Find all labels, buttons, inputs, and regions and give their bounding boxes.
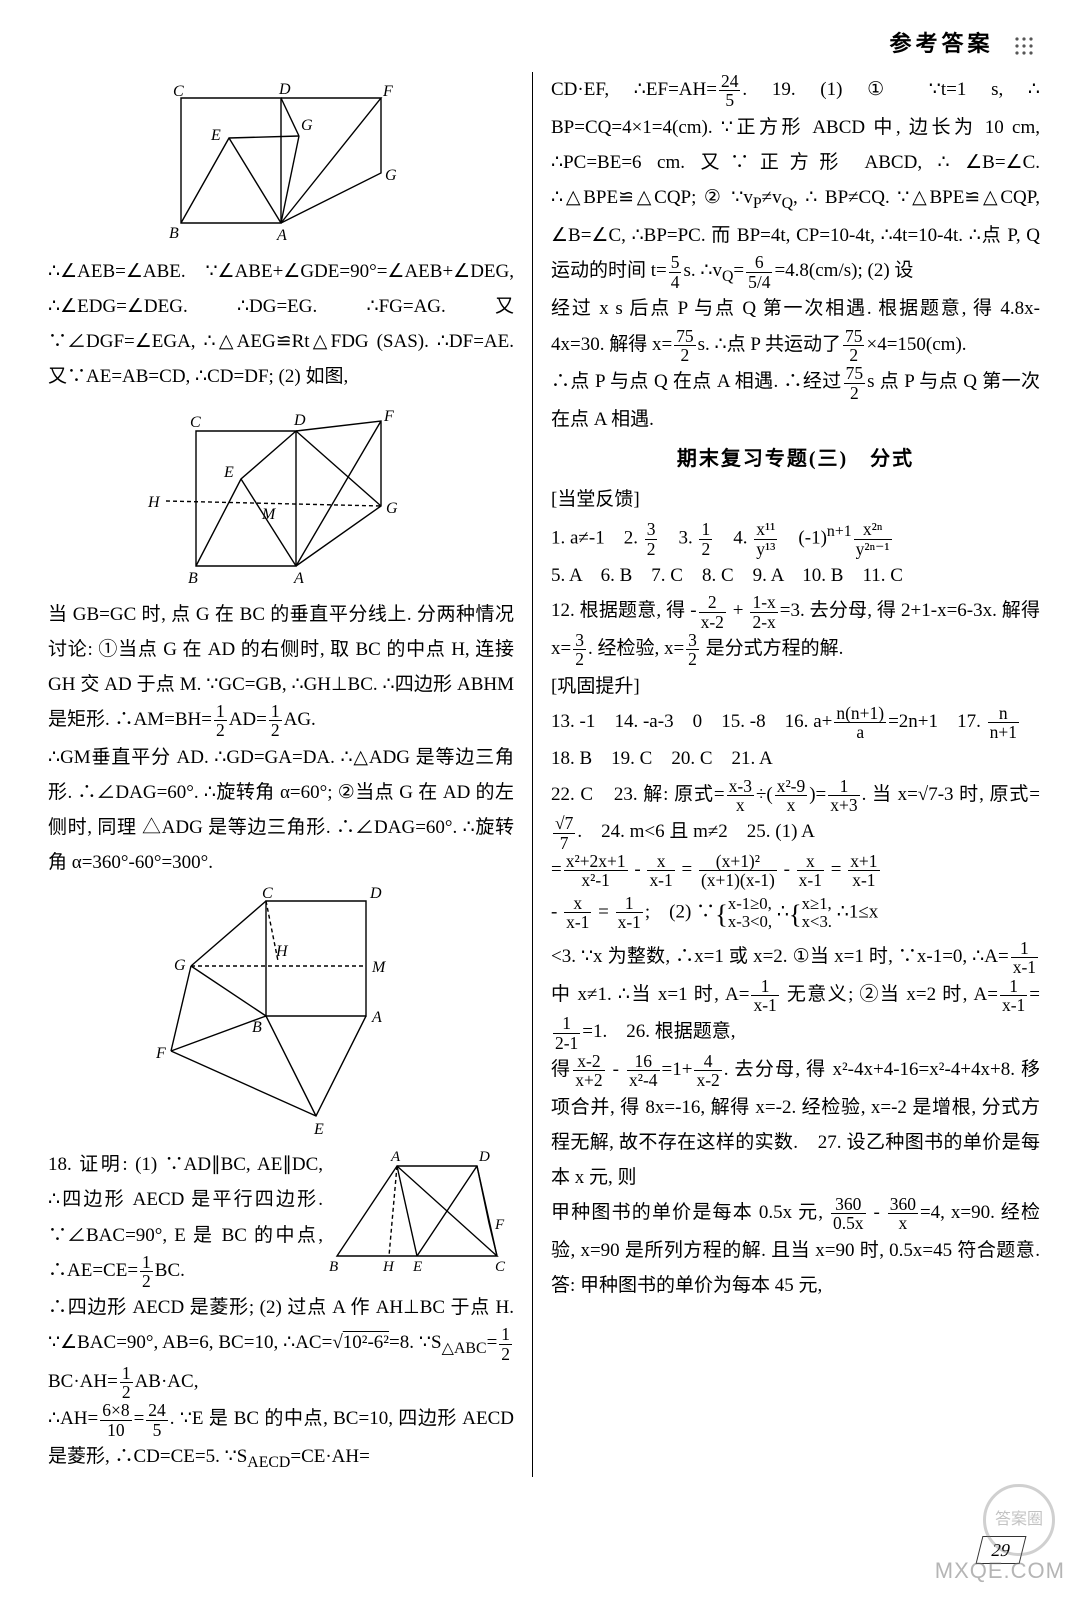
watermark-text: MXQE.COM xyxy=(935,1551,1065,1592)
svg-text:A: A xyxy=(390,1151,401,1165)
right-q19b: 经过 x s 后点 P 与点 Q 第一次相遇. 根据题意, 得 4.8x-4x=… xyxy=(551,291,1040,364)
svg-text:A: A xyxy=(276,227,287,244)
svg-text:D: D xyxy=(369,886,382,902)
answer-25-line3: <3. ∵x 为整数, ∴x=1 或 x=2. ①当 x=1 时, ∵x-1=0… xyxy=(551,939,1040,1052)
svg-text:B: B xyxy=(169,225,179,242)
svg-text:H: H xyxy=(147,494,161,511)
svg-text:C: C xyxy=(173,83,184,100)
answer-26: 得x-2x+2 - 16x²-4=1+4x-2. 去分母, 得 x²-4x+4-… xyxy=(551,1052,1040,1195)
answer-25-line1: =x²+2x+1x²-1 - xx-1 = (x+1)²(x+1)(x-1) -… xyxy=(551,852,1040,890)
svg-text:G: G xyxy=(301,117,313,134)
page-title: 参考答案 xyxy=(889,24,1035,65)
right-column: CD·EF, ∴EF=AH=245. 19. (1) ① ∵t=1 s, ∴ B… xyxy=(532,72,1040,1477)
svg-text:A: A xyxy=(293,570,304,587)
answer-27: 甲种图书的单价是每本 0.5x 元, 3600.5x - 360x=4, x=9… xyxy=(551,1195,1040,1303)
svg-text:G: G xyxy=(174,957,186,974)
svg-text:B: B xyxy=(329,1259,338,1275)
svg-text:M: M xyxy=(261,506,277,523)
svg-text:E: E xyxy=(223,464,234,481)
svg-text:H: H xyxy=(275,943,289,960)
svg-text:D: D xyxy=(293,412,306,429)
answer-25-line2: - xx-1 = 1x-1; (2) ∵{x-1≥0,x-3<0, ∴{x≥1,… xyxy=(551,890,1040,939)
svg-text:H: H xyxy=(382,1259,395,1275)
answer-12: 12. 根据题意, 得 -2x-2 + 1-x2-x=3. 去分母, 得 2+1… xyxy=(551,593,1040,668)
svg-text:B: B xyxy=(188,570,198,587)
svg-text:G: G xyxy=(385,167,397,184)
figure-2: B A C D H G M E F xyxy=(146,401,416,591)
right-q19c: ∴点 P 与点 Q 在点 A 相遇. ∴经过752s 点 P 与点 Q 第一次在… xyxy=(551,364,1040,437)
svg-text:D: D xyxy=(478,1151,490,1165)
figure-4: B H E C A D F xyxy=(329,1151,514,1279)
svg-text:F: F xyxy=(383,408,394,425)
left-para-3: ∴GM垂直平分 AD. ∴GD=GA=DA. ∴△ADG 是等边三角形. ∴∠D… xyxy=(48,740,514,881)
answers-13-21: 13. -1 14. -a-3 0 15. -8 16. a+n(n+1)a=2… xyxy=(551,704,1040,777)
figure-1: B A C D E G F G xyxy=(151,78,411,248)
label-dangtang: [当堂反馈] xyxy=(551,482,1040,517)
svg-text:C: C xyxy=(190,414,201,431)
svg-text:B: B xyxy=(252,1019,262,1036)
svg-text:C: C xyxy=(262,886,273,902)
two-column-layout: B A C D E G F G ∴∠AEB=∠ABE. ∵∠ABE+∠GDE=90°=∠… xyxy=(48,72,1040,1477)
svg-text:F: F xyxy=(156,1045,166,1062)
svg-text:E: E xyxy=(210,127,221,144)
svg-text:E: E xyxy=(412,1259,422,1275)
section-title-3: 期末复习专题(三) 分式 xyxy=(551,441,1040,478)
figure-3: C D A B G M H F E xyxy=(156,886,406,1141)
answers-1-4: 1. a≠-1 2. 32 3. 12 4. x¹¹y¹³ (-1)n+1x²ⁿ… xyxy=(551,517,1040,558)
left-para-2: 当 GB=GC 时, 点 G 在 BC 的垂直平分线上. 分两种情况讨论: ①当… xyxy=(48,597,514,740)
svg-text:E: E xyxy=(313,1121,324,1138)
q18-block: BH EC AD F 18. 证明: (1) ∵AD∥BC, AE∥DC, ∴四… xyxy=(48,1147,514,1290)
label-gonggu: [巩固提升] xyxy=(551,669,1040,704)
left-column: B A C D E G F G ∴∠AEB=∠ABE. ∵∠ABE+∠GDE=90°=∠… xyxy=(48,72,532,1477)
left-para-18b: ∴四边形 AECD 是菱形; (2) 过点 A 作 AH⊥BC 于点 H. ∵∠… xyxy=(48,1290,514,1401)
answers-5-11: 5. A 6. B 7. C 8. C 9. A 10. B 11. C xyxy=(551,558,1040,593)
svg-text:F: F xyxy=(382,83,393,100)
svg-text:D: D xyxy=(278,81,291,98)
answers-22-25a: 22. C 23. 解: 原式=x-3x÷(x²-9x)=1x+3. 当 x=√… xyxy=(551,777,1040,852)
left-para-18c: ∴AH=6×810=245. ∵E 是 BC 的中点, BC=10, 四边形 A… xyxy=(48,1401,514,1477)
svg-text:M: M xyxy=(371,959,387,976)
right-cont: CD·EF, ∴EF=AH=245. 19. (1) ① ∵t=1 s, ∴ B… xyxy=(551,72,1040,291)
watermark-circle-icon: 答案圈 xyxy=(983,1484,1055,1556)
svg-text:G: G xyxy=(386,500,398,517)
svg-text:C: C xyxy=(495,1259,506,1275)
left-para-1: ∴∠AEB=∠ABE. ∵∠ABE+∠GDE=90°=∠AEB+∠DEG, ∴∠… xyxy=(48,254,514,395)
dots-icon xyxy=(1013,35,1035,57)
svg-text:A: A xyxy=(371,1009,382,1026)
svg-text:F: F xyxy=(494,1217,505,1233)
